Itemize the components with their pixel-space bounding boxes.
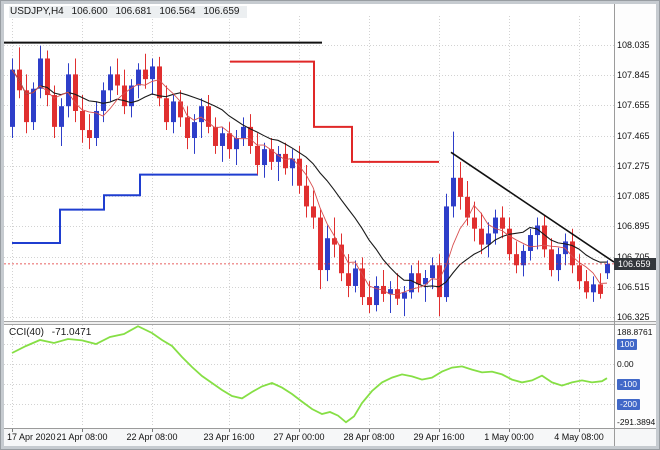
price-axis-label: 107.275 bbox=[617, 160, 650, 171]
resistance-step-line bbox=[230, 60, 439, 163]
price-axis-label: 107.845 bbox=[617, 70, 650, 81]
price-axis-label: 106.705 bbox=[617, 251, 650, 262]
price-axis-label: 107.655 bbox=[617, 100, 650, 111]
time-axis-label: 21 Apr 08:00 bbox=[56, 432, 108, 442]
symbol-period-label: USDJPY,H4 bbox=[10, 6, 64, 17]
grid-lines bbox=[4, 16, 614, 427]
time-axis-label: 22 Apr 08:00 bbox=[126, 432, 178, 442]
candlestick-series bbox=[10, 45, 610, 317]
time-axis-label: 4 May 08:00 bbox=[554, 432, 604, 442]
price-axis-label: 108.035 bbox=[617, 39, 650, 50]
price-axis[interactable]: 108.035 107.845 107.655 107.465 107.275 107.0… bbox=[615, 4, 656, 428]
time-axis-label: 1 May 00:00 bbox=[484, 432, 534, 442]
time-tick bbox=[439, 429, 440, 432]
low-value: 106.564 bbox=[159, 6, 196, 17]
ma-fast-line bbox=[11, 69, 608, 296]
time-axis-label: 28 Apr 08:00 bbox=[343, 432, 395, 442]
cci-axis-label: 188.8761 bbox=[617, 327, 653, 337]
time-tick bbox=[299, 429, 300, 432]
time-tick bbox=[152, 429, 153, 432]
cci-indicator-label: CCI(40) -71.0471 bbox=[9, 327, 96, 338]
window-separator[interactable] bbox=[4, 321, 656, 325]
chart-area[interactable]: USDJPY,H4 106.600 106.681 106.564 106.65… bbox=[4, 4, 656, 446]
time-tick bbox=[229, 429, 230, 432]
cci-axis-label: 0.00 bbox=[617, 359, 634, 369]
time-axis-label: 27 Apr 00:00 bbox=[273, 432, 325, 442]
time-axis-label: 17 Apr 2020 bbox=[7, 432, 56, 442]
time-tick bbox=[509, 429, 510, 432]
price-axis-separator bbox=[614, 4, 615, 446]
support-step-line bbox=[12, 173, 258, 245]
time-axis[interactable]: 17 Apr 2020 21 Apr 08:00 22 Apr 08:00 23 Ap… bbox=[4, 429, 656, 446]
time-axis-separator bbox=[4, 428, 656, 429]
cci-line bbox=[11, 325, 608, 424]
cci-axis-label: -291.3894 bbox=[617, 417, 656, 428]
time-tick bbox=[82, 429, 83, 432]
price-axis-label: 106.895 bbox=[617, 221, 650, 232]
cci-value: -71.0471 bbox=[51, 327, 92, 338]
cci-level-label: 100 bbox=[617, 339, 638, 350]
time-tick bbox=[579, 429, 580, 432]
price-axis-label: 107.085 bbox=[617, 191, 650, 202]
cci-level-label: -100 bbox=[617, 379, 641, 390]
time-tick bbox=[12, 429, 13, 432]
time-tick bbox=[369, 429, 370, 432]
price-axis-label: 106.515 bbox=[617, 281, 650, 292]
price-axis-label: 107.465 bbox=[617, 130, 650, 141]
cci-name: CCI(40) bbox=[9, 327, 45, 338]
open-value: 106.600 bbox=[71, 6, 108, 17]
descending-trendline[interactable] bbox=[450, 151, 615, 263]
chart-header-ohlc: USDJPY,H4 106.600 106.681 106.564 106.65… bbox=[9, 6, 248, 18]
current-price-badge: 106.659 bbox=[614, 257, 656, 270]
time-axis-label: 23 Apr 16:00 bbox=[203, 432, 255, 442]
close-value: 106.659 bbox=[203, 6, 240, 17]
time-axis-label: 29 Apr 16:00 bbox=[413, 432, 465, 442]
chart-canvas[interactable] bbox=[4, 4, 656, 446]
price-axis-label: 106.325 bbox=[617, 311, 650, 322]
cci-level-label: -200 bbox=[617, 399, 641, 410]
high-value: 106.681 bbox=[115, 6, 152, 17]
